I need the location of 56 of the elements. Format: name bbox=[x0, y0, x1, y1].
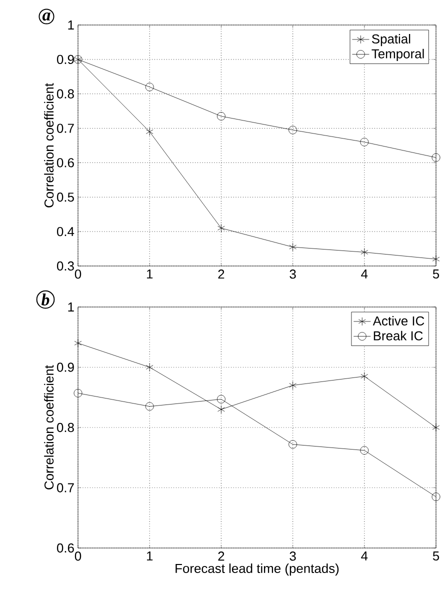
y-tick-label: 0.8 bbox=[56, 89, 74, 98]
x-tick-label: 5 bbox=[432, 552, 440, 561]
point bbox=[145, 402, 154, 411]
legend-label: Temporal bbox=[372, 48, 424, 61]
point bbox=[218, 224, 225, 232]
point bbox=[432, 153, 440, 162]
x-tick-label: 3 bbox=[290, 552, 296, 561]
y-tick-label: 1 bbox=[68, 20, 74, 30]
x-tick-label: 0 bbox=[74, 270, 82, 279]
y-tick-label: 0.9 bbox=[56, 362, 74, 372]
x-tick-label: 1 bbox=[146, 270, 153, 278]
legend-label: Active IC bbox=[372, 316, 424, 326]
point bbox=[288, 126, 297, 134]
x-tick-label: 0 bbox=[74, 552, 82, 561]
point bbox=[217, 394, 226, 404]
legend-label: Break IC bbox=[374, 330, 423, 340]
point bbox=[432, 254, 440, 264]
chart-title: b bbox=[41, 294, 50, 306]
y-tick-label: 0.7 bbox=[56, 124, 74, 133]
y-tick-label: 0.3 bbox=[56, 261, 74, 271]
point bbox=[432, 423, 440, 432]
x-tick-label: 2 bbox=[218, 270, 224, 279]
point bbox=[74, 388, 82, 398]
y-tick-label: 0.9 bbox=[56, 54, 74, 64]
legend-label: Spatial bbox=[372, 34, 410, 46]
point bbox=[288, 440, 297, 449]
y-tick-label: 0.6 bbox=[56, 158, 74, 168]
y-tick-label: 0.8 bbox=[56, 422, 74, 432]
y-axis-title: Correlation coefficient bbox=[44, 83, 54, 208]
point bbox=[360, 372, 368, 380]
point bbox=[218, 405, 225, 414]
y-tick-label: 0.7 bbox=[56, 483, 74, 492]
point bbox=[360, 446, 369, 455]
y-tick-label: 0.5 bbox=[56, 192, 74, 202]
point bbox=[289, 381, 296, 390]
point bbox=[360, 248, 368, 256]
point bbox=[146, 128, 154, 136]
x-tick-label: 1 bbox=[146, 552, 153, 560]
point bbox=[146, 363, 154, 372]
x-tick-label: 2 bbox=[218, 552, 224, 561]
point bbox=[74, 338, 82, 348]
y-tick-label: 0.6 bbox=[56, 543, 74, 553]
y-tick-label: 0.4 bbox=[56, 226, 74, 236]
point bbox=[289, 242, 296, 252]
x-axis-title: Forecast lead time (pentads) bbox=[176, 564, 339, 576]
x-tick-label: 4 bbox=[361, 552, 368, 560]
point bbox=[217, 112, 226, 120]
point bbox=[145, 82, 154, 92]
point bbox=[432, 492, 440, 501]
x-tick-label: 3 bbox=[290, 270, 296, 279]
x-tick-label: 4 bbox=[361, 270, 368, 278]
chart-title: a bbox=[42, 12, 50, 21]
y-tick-label: 1 bbox=[68, 302, 74, 312]
point bbox=[360, 138, 369, 146]
y-axis-title: Correlation coefficient bbox=[44, 365, 54, 490]
x-tick-label: 5 bbox=[432, 270, 440, 279]
